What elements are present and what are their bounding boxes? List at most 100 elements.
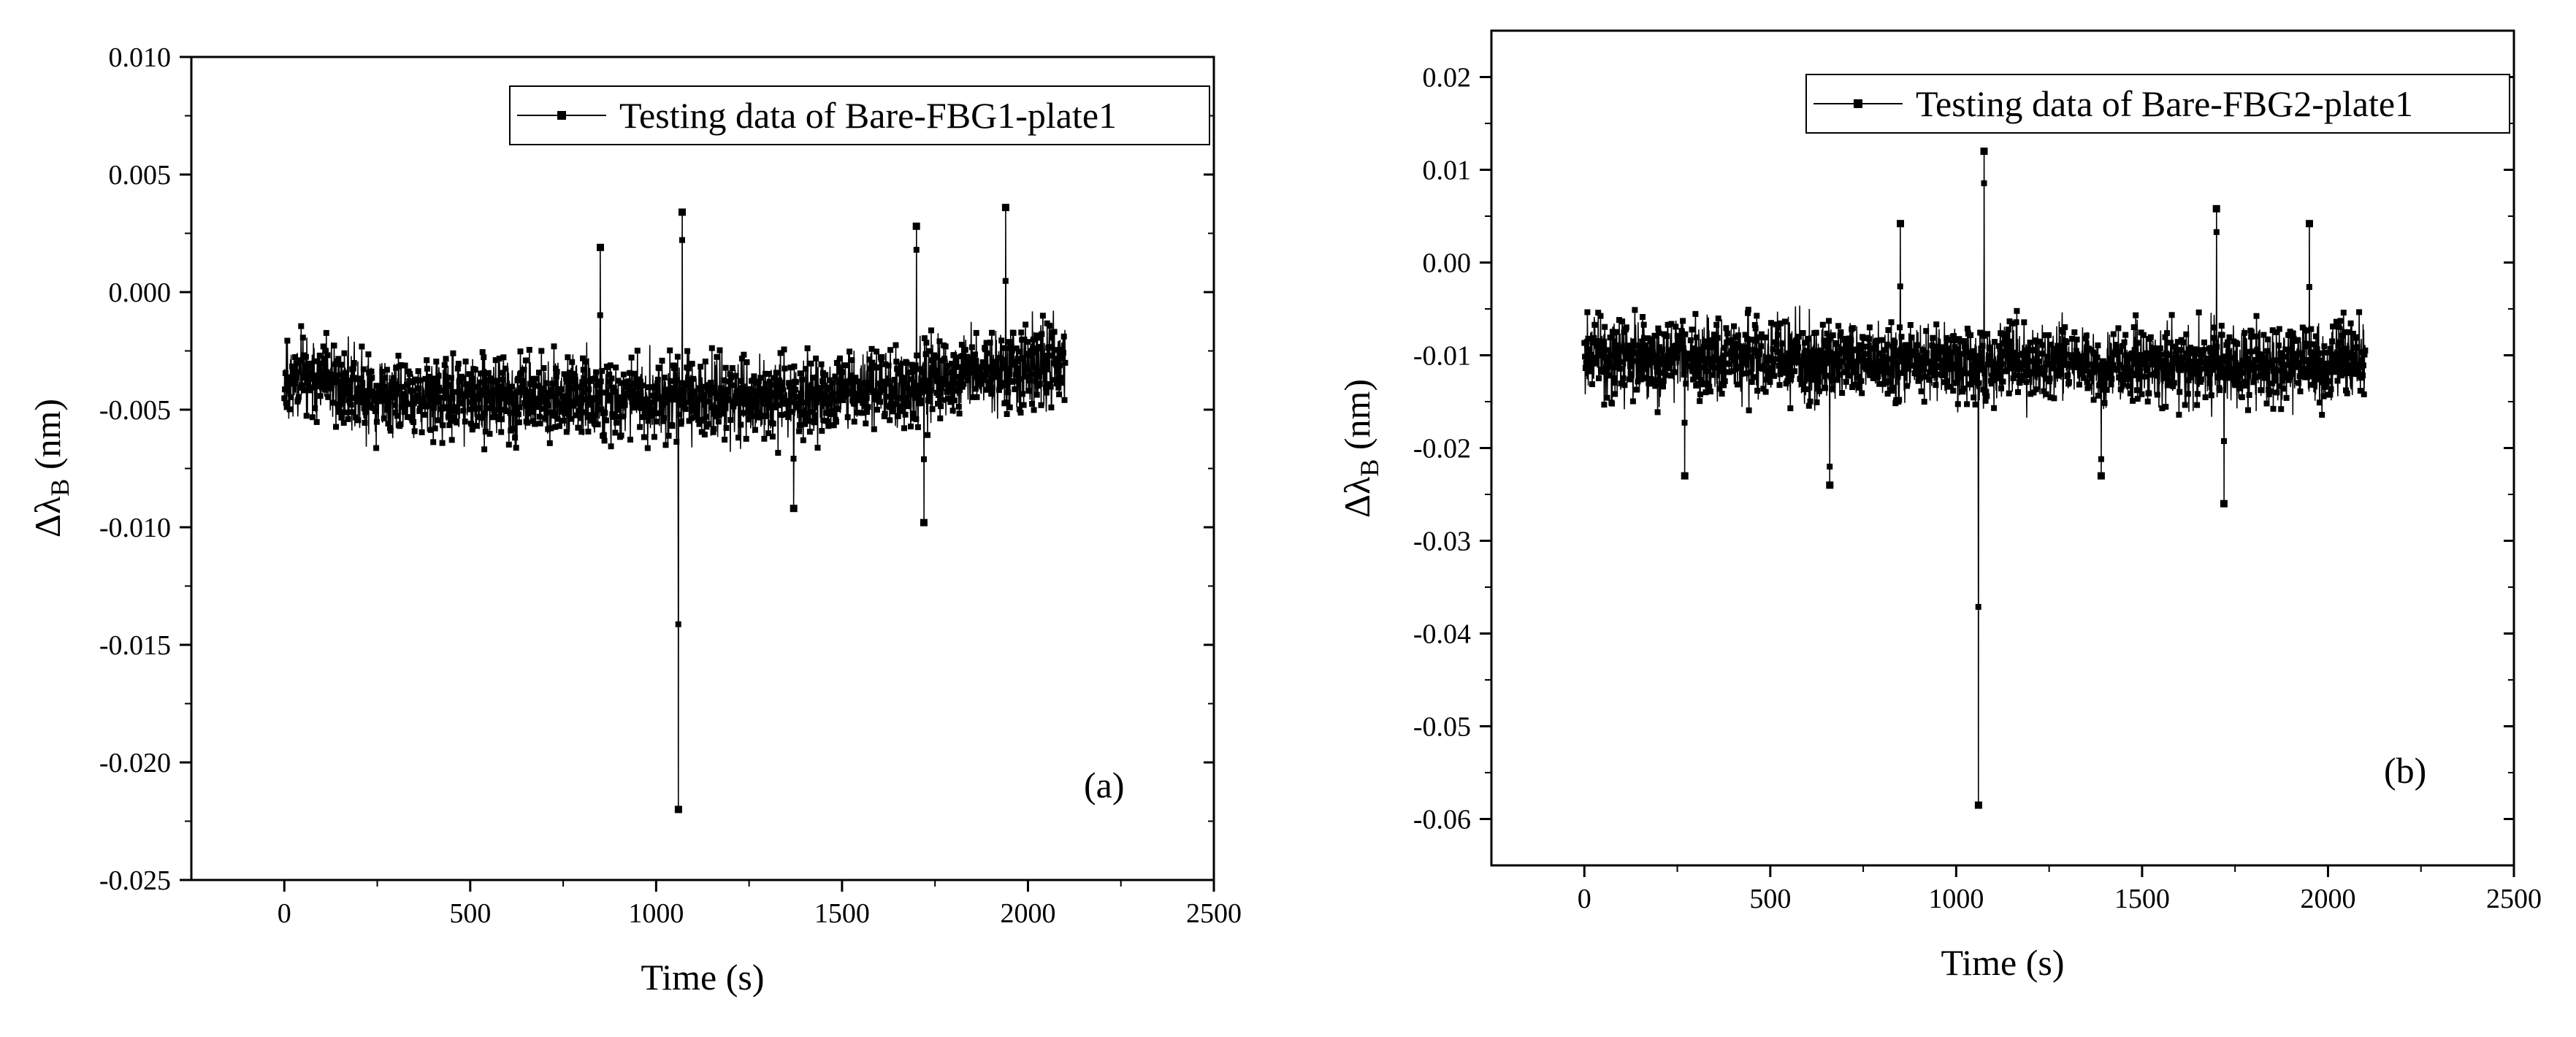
chart-a-data-point [649, 392, 656, 399]
chart-b-data-point [1649, 380, 1656, 387]
chart-a-data-point [608, 443, 614, 450]
chart-b-data-point [2253, 313, 2260, 319]
chart-a-axes: 0 500 1000 1500 2000 2500-0.025-0.020-0.015-0… [99, 42, 1242, 929]
chart-a-data-point [532, 421, 538, 427]
chart-b-data-point [1819, 361, 1825, 367]
chart-b-data-point [1671, 350, 1678, 356]
chart-a-data-point [1025, 339, 1031, 345]
chart-b-data-point [2033, 386, 2039, 393]
chart-b-data-point [2208, 392, 2214, 399]
chart-a-data-point [446, 381, 452, 388]
chart-b-data-point [2095, 392, 2101, 399]
chart-a-data-point [459, 375, 466, 381]
chart-a-data-point [540, 365, 547, 371]
chart-a-data-point [821, 418, 828, 424]
chart-a-data-point [1012, 372, 1019, 378]
chart-a-data-point [840, 397, 846, 403]
chart-b-data-point [1787, 405, 1794, 412]
chart-b-data-point [1954, 353, 1960, 359]
chart-b-data-point [1639, 338, 1646, 345]
chart-a-data-point [719, 410, 725, 417]
chart-a-data-point [316, 376, 322, 383]
chart-a-spike-point [790, 505, 798, 513]
chart-b-data-point [1988, 380, 1995, 387]
chart-a-data-point [519, 389, 525, 396]
chart-b-data-point [2322, 383, 2328, 390]
chart-a-data-point [294, 369, 300, 375]
chart-b-data-point [1586, 364, 1592, 371]
chart-a-data-point [838, 394, 845, 400]
chart-a-data-point [326, 371, 332, 377]
chart-a-data-point [806, 391, 812, 397]
chart-b-data-point [1745, 307, 1751, 313]
chart-a-data-point [1023, 367, 1030, 373]
chart-b-data-point [2003, 337, 2010, 343]
chart-b-data-point [1623, 324, 1629, 331]
chart-a-data-point [823, 410, 830, 416]
chart-a-y-tick-label: -0.025 [99, 865, 171, 896]
chart-a-data-point [281, 395, 288, 402]
chart-b-data-point [2150, 359, 2157, 366]
chart-a-data-point [431, 375, 437, 382]
chart-b-data-point [1708, 361, 1714, 368]
chart-b-data-point [2110, 361, 2116, 368]
chart-b-data-point [2273, 329, 2279, 335]
chart-a-data-point [807, 418, 814, 424]
chart-b-data-point [2044, 353, 2051, 360]
chart-b-data-point [1648, 375, 1654, 382]
chart-b-data-point [1825, 356, 1832, 363]
chart-b-data-point [1843, 378, 1849, 385]
chart-b-data-point [2194, 391, 2201, 397]
chart-b-data-point [1856, 342, 1862, 348]
chart-b-data-point [1900, 359, 1906, 365]
chart-a-data-point [933, 353, 939, 360]
chart-a-data-point [684, 348, 691, 354]
chart-a-data-point [679, 237, 685, 243]
chart-b-data-point [1943, 362, 1949, 369]
chart-b-data-point [1980, 386, 1987, 393]
chart-a-data-point [942, 343, 949, 350]
chart-b-data-point [2030, 347, 2036, 353]
chart-a-data-point [483, 405, 489, 411]
chart-b-x-tick-label: 500 [1749, 884, 1791, 914]
chart-b-data-point [1789, 353, 1796, 360]
chart-b-data-point [2158, 357, 2165, 364]
chart-a-data-point [559, 418, 566, 424]
chart-b-data-point [1900, 348, 1906, 354]
chart-a-data-point [809, 409, 816, 415]
chart-a-data-point [955, 403, 962, 410]
chart-a-data-point [404, 382, 410, 388]
chart-b-data-point [2227, 355, 2233, 361]
chart-a-data-point [772, 375, 779, 381]
chart-b-data-point [1654, 409, 1661, 416]
chart-a-data-point [1021, 336, 1028, 343]
chart-b-data-point [1779, 340, 1786, 347]
chart-b-data-point [1721, 378, 1728, 384]
chart-b-data-point [1884, 391, 1891, 397]
chart-b-data-point [2295, 337, 2301, 343]
chart-a-data-point [539, 385, 546, 391]
chart-b-data-point [1754, 313, 1760, 319]
chart-a-data-point [495, 407, 501, 413]
chart-a-data-point [1057, 375, 1063, 381]
chart-a-data-point [576, 408, 583, 415]
chart-b-data-point [1596, 338, 1602, 345]
chart-b-data-point [2195, 309, 2202, 315]
chart-a-data-point [486, 431, 493, 437]
chart-a-data-point [1016, 406, 1023, 413]
chart-b-data-point [2103, 360, 2109, 367]
chart-b-data-point [2196, 370, 2203, 376]
chart-b-data-point [1935, 356, 1942, 362]
chart-a-data-point [554, 369, 560, 375]
chart-a-data-point [448, 418, 454, 424]
chart-b-data-point [2220, 358, 2226, 364]
chart-b-data-point [1628, 363, 1635, 370]
chart-a-data-point [372, 408, 379, 414]
chart-b-data-point [1715, 315, 1721, 322]
chart-b-legend-box [1805, 74, 2510, 134]
chart-a-data-point [498, 429, 505, 435]
chart-b-data-point [1805, 335, 1811, 342]
chart-a-data-point [340, 420, 347, 426]
chart-b-data-point [2006, 318, 2013, 324]
chart-a-data-point [481, 446, 488, 453]
